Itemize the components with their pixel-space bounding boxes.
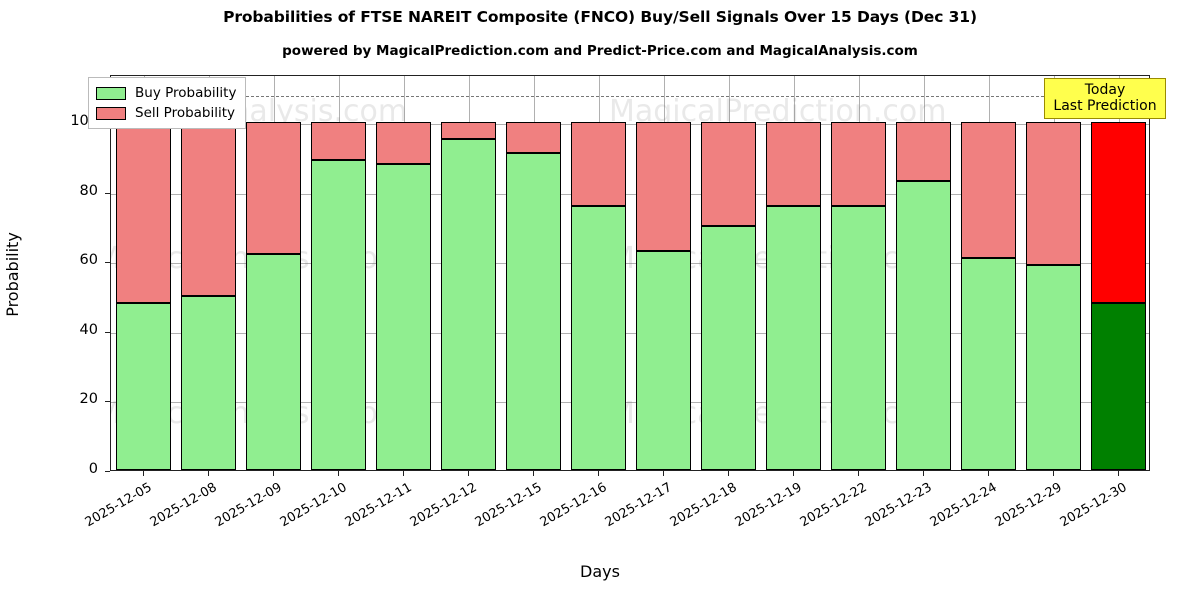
bar-2025-12-24[interactable] [960,76,1017,470]
bar-2025-12-11[interactable] [375,76,432,470]
y-tick-label: 40 [79,321,98,338]
y-tick-mark [105,262,110,264]
today-annotation-line2: Last Prediction [1053,98,1157,115]
bar-segment-buy[interactable] [310,160,367,470]
bar-segment-buy[interactable] [635,250,692,470]
bar-segment-buy[interactable] [180,296,237,470]
gridline-horizontal [111,263,1149,265]
legend-item-sell: Sell Probability [96,103,236,123]
bar-segment-sell[interactable] [635,122,692,251]
y-tick-mark [105,192,110,194]
bar-segment-sell[interactable] [505,122,562,154]
bar-segment-sell[interactable] [830,122,887,206]
x-tick-label: 2025-12-05 [82,480,154,531]
today-annotation: Today Last Prediction [1044,78,1166,120]
bar-segment-sell[interactable] [960,122,1017,258]
x-tick-mark [857,471,859,476]
bar-segment-buy[interactable] [115,302,172,470]
bar-segment-sell[interactable] [180,122,237,297]
bar-2025-12-29[interactable] [1025,76,1082,470]
y-tick-mark [105,331,110,333]
bar-segment-buy[interactable] [570,205,627,470]
bar-segment-sell[interactable] [570,122,627,206]
bar-2025-12-08[interactable] [180,76,237,470]
bar-segment-buy[interactable] [375,163,432,470]
x-tick-mark [922,471,924,476]
y-tick-label: 20 [79,391,98,408]
legend-swatch-sell [96,106,126,120]
y-tick-label: 60 [79,252,98,269]
bar-segment-buy[interactable] [245,254,302,470]
bar-segment-buy[interactable] [830,205,887,470]
gridline-horizontal [111,124,1149,126]
bar-segment-sell[interactable] [245,122,302,255]
x-tick-mark [467,471,469,476]
reference-line [111,96,1149,98]
bar-2025-12-15[interactable] [505,76,562,470]
chart-subtitle: powered by MagicalPrediction.com and Pre… [282,43,918,59]
x-tick-mark [1117,471,1119,476]
bar-2025-12-23[interactable] [895,76,952,470]
gridline-horizontal [111,332,1149,334]
legend-label-sell: Sell Probability [135,105,236,121]
bar-segment-sell[interactable] [765,122,822,206]
x-tick-mark [662,471,664,476]
x-tick-mark [532,471,534,476]
bar-segment-buy[interactable] [765,205,822,470]
bar-2025-12-22[interactable] [830,76,887,470]
chart-title: Probabilities of FTSE NAREIT Composite (… [223,8,977,26]
bar-2025-12-16[interactable] [570,76,627,470]
bar-2025-12-17[interactable] [635,76,692,470]
gridline-horizontal [111,193,1149,195]
bars-layer [111,76,1149,470]
bar-2025-12-19[interactable] [765,76,822,470]
x-tick-mark [792,471,794,476]
x-tick-mark [727,471,729,476]
gridline-horizontal [111,402,1149,404]
bar-segment-buy[interactable] [700,226,757,470]
today-annotation-line1: Today [1084,82,1126,98]
bar-2025-12-10[interactable] [310,76,367,470]
bar-segment-sell[interactable] [1025,122,1082,265]
bar-segment-sell[interactable] [310,122,367,161]
bar-segment-sell[interactable] [895,122,952,182]
x-tick-mark [337,471,339,476]
y-tick-label: 100 [70,113,98,130]
bar-segment-buy[interactable] [440,139,497,470]
y-tick-label: 0 [88,461,98,477]
bar-segment-buy[interactable] [1025,264,1082,470]
bar-segment-sell[interactable] [115,122,172,303]
x-tick-mark [987,471,989,476]
legend-label-buy: Buy Probability [135,85,237,101]
legend-swatch-buy [96,86,126,100]
chart-legend: Buy Probability Sell Probability [88,77,247,129]
bar-2025-12-30[interactable] [1090,76,1147,470]
bar-2025-12-09[interactable] [245,76,302,470]
bar-segment-sell[interactable] [375,122,432,164]
y-tick-mark [105,401,110,403]
bar-segment-buy[interactable] [505,153,562,470]
y-tick-mark [105,471,110,472]
plot-area: MagicalAnalysis.com MagicalPrediction.com… [110,75,1150,471]
bar-segment-buy[interactable] [895,181,952,470]
bar-segment-sell[interactable] [700,122,757,227]
bar-segment-sell[interactable] [1090,122,1147,303]
x-tick-mark [1052,471,1054,476]
x-tick-mark [142,471,144,476]
bar-2025-12-18[interactable] [700,76,757,470]
bar-segment-buy[interactable] [1090,302,1147,470]
bar-2025-12-05[interactable] [115,76,172,470]
bar-segment-sell[interactable] [440,122,497,140]
legend-item-buy: Buy Probability [96,83,236,103]
x-axis-label: Days [580,562,620,581]
x-tick-mark [597,471,599,476]
y-tick-label: 80 [79,182,98,199]
x-tick-mark [402,471,404,476]
y-axis-label: Probability [2,232,22,317]
x-tick-mark [207,471,209,476]
bar-segment-buy[interactable] [960,257,1017,470]
x-tick-mark [272,471,274,476]
bar-2025-12-12[interactable] [440,76,497,470]
